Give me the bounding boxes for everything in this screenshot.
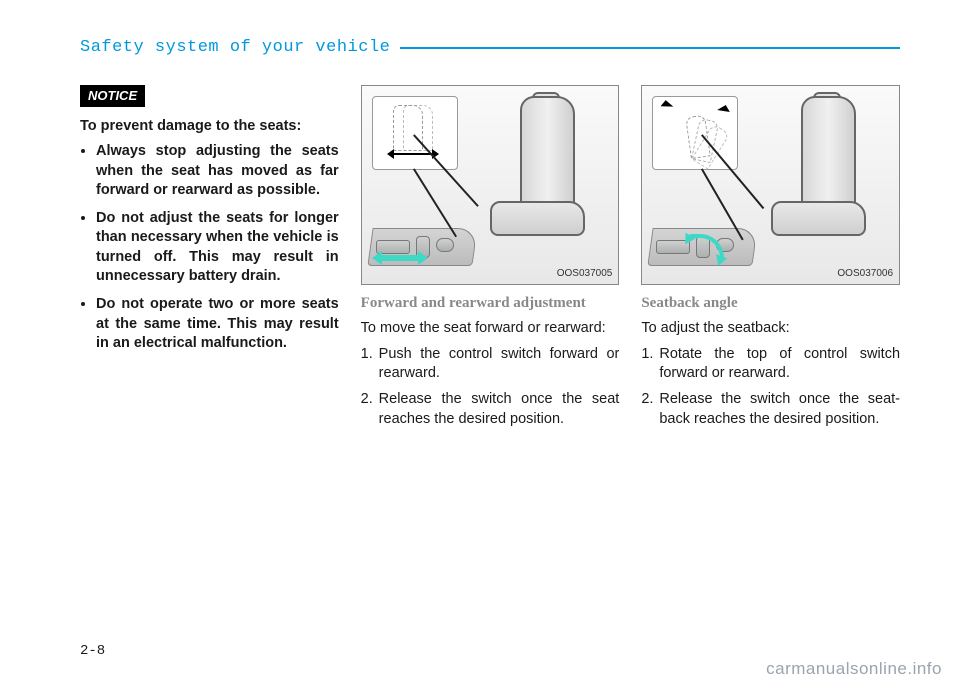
figure-seat-slide: OOS037005 <box>361 85 620 285</box>
figure-inset-recline <box>652 96 738 170</box>
figure-inset-slide <box>372 96 458 170</box>
step-item: 2.Release the switch once the seat reach… <box>361 390 620 429</box>
seat-lumbar-switch <box>436 238 454 252</box>
figure-code: OOS037006 <box>837 267 893 281</box>
seat-illustration <box>480 96 600 266</box>
notice-lead: To prevent damage to the seats: <box>80 117 339 137</box>
step-item: 1.Push the control switch forward or rea… <box>361 345 620 384</box>
seat-illustration <box>761 96 881 266</box>
section-header: Safety system of your vehicle <box>80 38 900 57</box>
seat-cushion <box>490 201 585 236</box>
step-item: 1.Rotate the top of control switch forwa… <box>641 345 900 384</box>
step-text: Rotate the top of control switch forward… <box>659 345 900 384</box>
section-title: Safety system of your vehicle <box>80 38 400 57</box>
step-number: 2. <box>361 390 379 429</box>
column-seatback-angle: OOS037006 Seatback angle To adjust the s… <box>641 85 900 435</box>
notice-item: Always stop adjusting the seats when the… <box>96 142 339 201</box>
lead-text: To move the seat forward or rearward: <box>361 319 620 339</box>
content-columns: NOTICE To prevent damage to the seats: A… <box>80 85 900 435</box>
step-text: Release the switch once the seat reaches… <box>379 390 620 429</box>
figure-seat-recline: OOS037006 <box>641 85 900 285</box>
seat-backrest <box>801 96 856 211</box>
step-number: 2. <box>641 390 659 429</box>
slide-arrow-icon <box>380 251 420 265</box>
page-number: 2-8 <box>80 643 105 659</box>
arrow-icon <box>711 105 731 121</box>
subheading: Forward and rearward adjustment <box>361 293 620 313</box>
notice-badge: NOTICE <box>80 85 145 107</box>
step-number: 1. <box>641 345 659 384</box>
step-list: 1.Push the control switch forward or rea… <box>361 345 620 429</box>
callout-line <box>413 168 457 237</box>
step-text: Push the control switch forward or rearw… <box>379 345 620 384</box>
watermark: carmanualsonline.info <box>766 659 942 679</box>
column-forward-rearward: OOS037005 Forward and rearward adjustmen… <box>361 85 620 435</box>
subheading: Seatback angle <box>641 293 900 313</box>
seat-backrest <box>520 96 575 211</box>
seat-cushion <box>771 201 866 236</box>
step-text: Release the switch once the seat-back re… <box>659 390 900 429</box>
ghost-shape <box>393 105 423 151</box>
figure-code: OOS037005 <box>557 267 613 281</box>
step-number: 1. <box>361 345 379 384</box>
step-item: 2.Release the switch once the seat-back … <box>641 390 900 429</box>
notice-item: Do not adjust the seats for longer than … <box>96 209 339 287</box>
header-rule <box>400 47 900 49</box>
lead-text: To adjust the seatback: <box>641 319 900 339</box>
notice-list: Always stop adjusting the seats when the… <box>80 142 339 354</box>
column-notice: NOTICE To prevent damage to the seats: A… <box>80 85 339 435</box>
manual-page: Safety system of your vehicle NOTICE To … <box>0 0 960 689</box>
step-list: 1.Rotate the top of control switch forwa… <box>641 345 900 429</box>
double-arrow-icon <box>393 153 433 155</box>
notice-item: Do not operate two or more seats at the … <box>96 295 339 354</box>
